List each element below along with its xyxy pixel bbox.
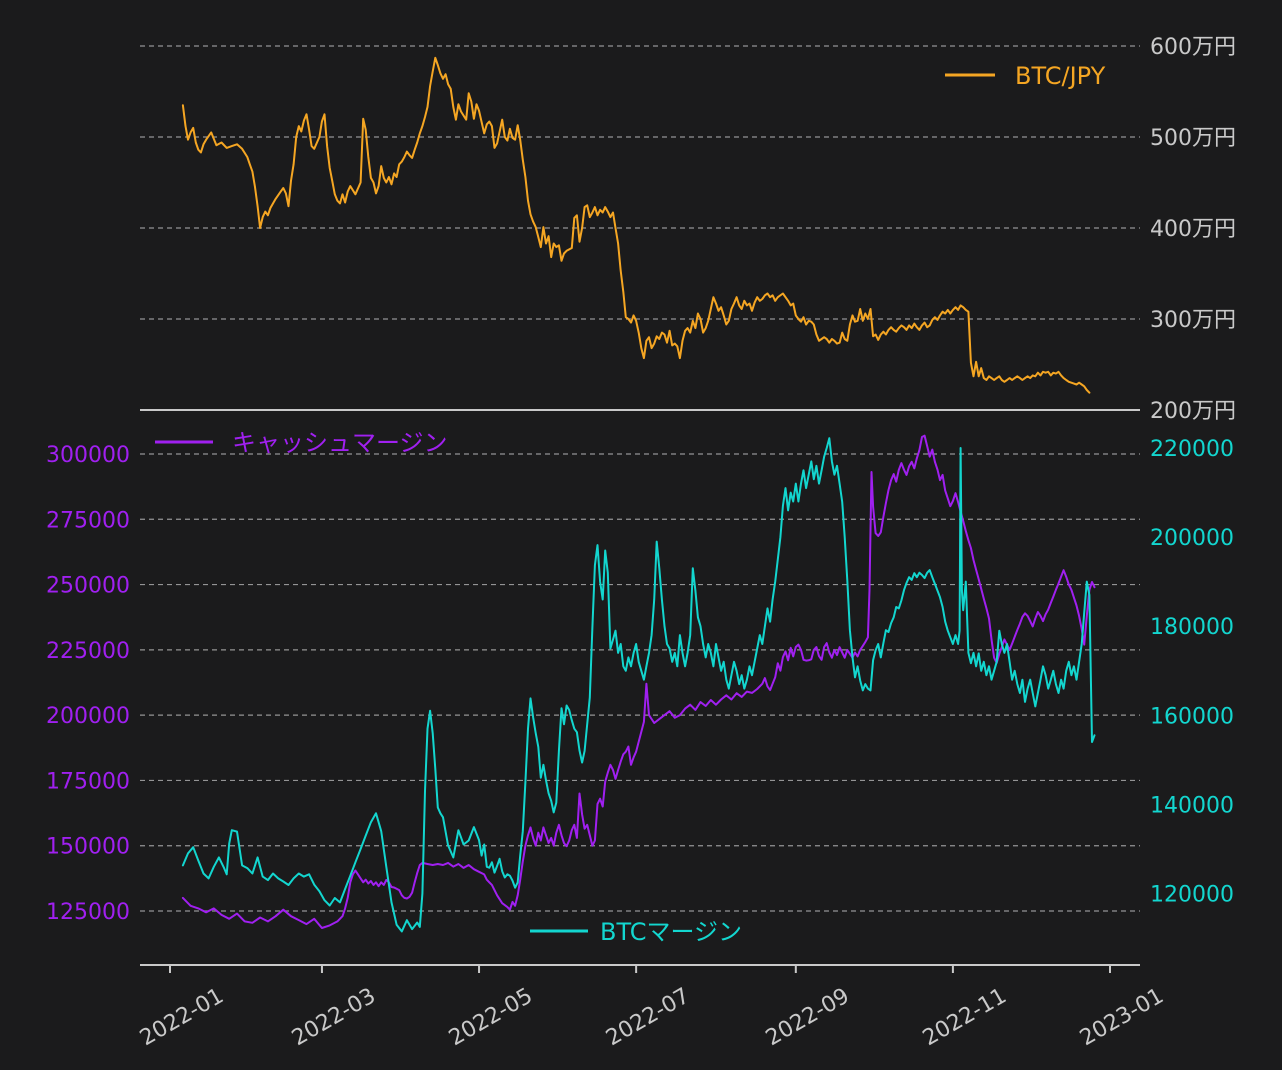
top-axis-tick-label: 400万円 <box>1150 217 1236 242</box>
left-axis-tick-label: 275000 <box>46 508 130 533</box>
bottom-panel-grid <box>140 453 1140 912</box>
legend-btc-margin-label: BTCマージン <box>600 918 742 946</box>
top-axis-tick-label: 300万円 <box>1150 308 1236 333</box>
left-axis-tick-label: 225000 <box>46 639 130 664</box>
left-axis-tick-label: 175000 <box>46 769 130 794</box>
top-axis-tick-label: 200万円 <box>1150 399 1236 424</box>
legend-btcjpy-label: BTC/JPY <box>1015 62 1106 90</box>
x-axis-tick-label: 2022-01 <box>136 984 228 1052</box>
legend-btc-margin: BTCマージン <box>530 918 742 946</box>
right-axis-tick-label: 220000 <box>1150 437 1234 462</box>
btc-margin-line <box>181 437 1096 933</box>
left-axis-tick-label: 300000 <box>46 443 130 468</box>
x-axis-tick-label: 2022-05 <box>445 984 537 1052</box>
left-axis-tick-label: 200000 <box>46 704 130 729</box>
x-axis-labels: 2022-01 2022-03 2022-05 2022-07 2022-09 2022-… <box>136 984 1168 1052</box>
x-axis-tick-label: 2023-01 <box>1076 984 1168 1052</box>
left-axis-tick-label: 150000 <box>46 835 130 860</box>
btcjpy-line <box>181 56 1091 394</box>
top-axis-tick-label: 500万円 <box>1150 126 1236 151</box>
top-axis-tick-label: 600万円 <box>1150 35 1236 60</box>
right-axis-labels: 220000 200000 180000 160000 140000 120000 <box>1150 437 1234 908</box>
x-axis-tick-label: 2022-11 <box>919 984 1011 1052</box>
x-axis-tick-label: 2022-03 <box>288 984 380 1052</box>
x-axis-tick-label: 2022-07 <box>602 984 694 1052</box>
right-axis-tick-label: 200000 <box>1150 526 1234 551</box>
right-axis-tick-label: 140000 <box>1150 793 1234 818</box>
legend-btcjpy: BTC/JPY <box>945 62 1106 90</box>
x-axis-tick-label: 2022-09 <box>762 984 854 1052</box>
right-axis-tick-label: 180000 <box>1150 615 1234 640</box>
top-panel-grid <box>140 45 1140 320</box>
legend-cash-margin: キャッシュマージン <box>155 429 448 457</box>
right-axis-tick-label: 120000 <box>1150 883 1234 908</box>
cash-margin-line <box>181 434 1096 929</box>
legend-cash-margin-label: キャッシュマージン <box>232 429 448 457</box>
left-axis-tick-label: 250000 <box>46 574 130 599</box>
top-axis-labels: 600万円 500万円 400万円 300万円 200万円 <box>1150 35 1236 424</box>
left-axis-labels: 300000 275000 250000 225000 200000 175000 1500… <box>46 443 130 925</box>
left-axis-tick-label: 125000 <box>46 900 130 925</box>
right-axis-tick-label: 160000 <box>1150 704 1234 729</box>
x-axis-ticks <box>169 965 1111 973</box>
